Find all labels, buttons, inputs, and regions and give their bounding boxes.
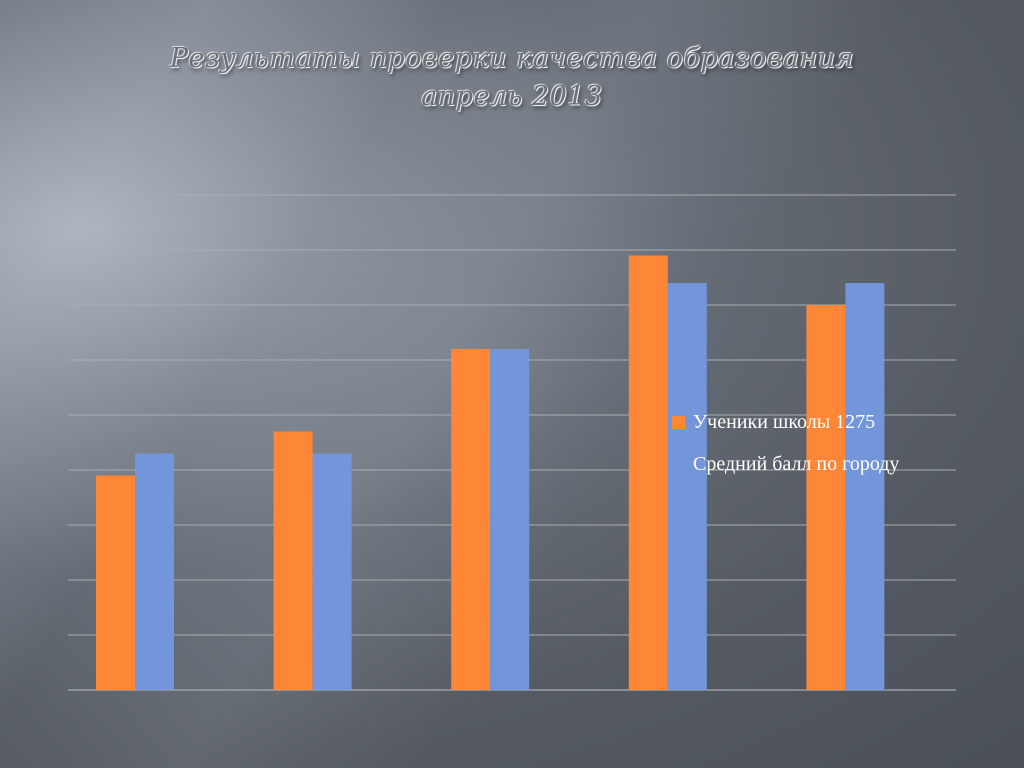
slide-subtitle: апрель 2013 xyxy=(421,81,603,112)
bar-school-1 xyxy=(96,475,135,690)
legend-label-school: Ученики школы 1275 xyxy=(693,410,876,433)
legend-item-city: Средний балл по городу xyxy=(672,450,899,478)
bar-school-4 xyxy=(628,255,668,690)
bar-city-1 xyxy=(135,453,174,690)
bar-city-3 xyxy=(490,349,530,690)
legend-swatch-city xyxy=(672,458,685,471)
legend-swatch-school xyxy=(672,415,685,429)
bar-school-2 xyxy=(273,431,313,690)
bar-city-5 xyxy=(845,283,885,690)
legend-label-city: Средний балл по городу xyxy=(693,452,900,475)
bar-city-2 xyxy=(312,453,352,690)
bar-school-3 xyxy=(451,349,491,690)
bars xyxy=(96,255,885,690)
legend: Ученики школы 1275 Средний балл по город… xyxy=(672,408,899,492)
bar-school-5 xyxy=(806,305,846,690)
bar-city-4 xyxy=(667,283,707,690)
legend-item-school: Ученики школы 1275 xyxy=(672,408,899,436)
slide-title: Результаты проверки качества образования xyxy=(169,43,855,74)
